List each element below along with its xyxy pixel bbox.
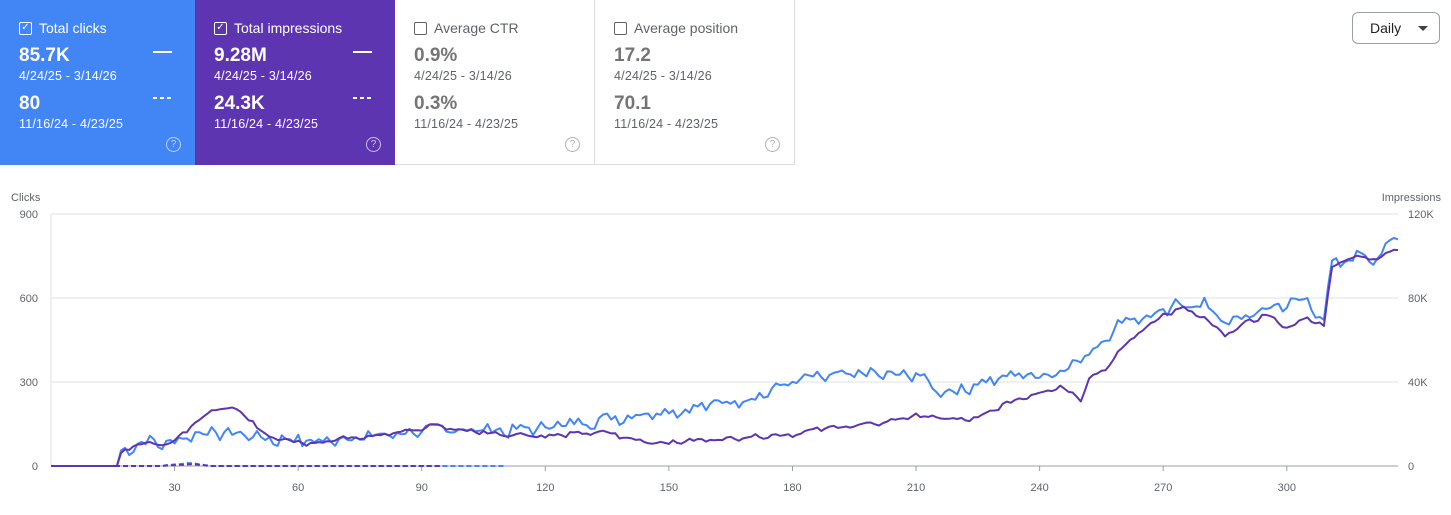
series-line-clicks_previous xyxy=(51,462,505,467)
average-ctr-card[interactable]: Average CTR 0.9% 4/24/25 - 3/14/26 0.3% … xyxy=(395,0,595,165)
total-impressions-previous-range: 11/16/24 - 4/23/25 xyxy=(214,117,319,131)
chart-ticks: 0 300 600 900 0 40K 80K 120K 30 60 90 120 150 180 210 2… xyxy=(20,209,1435,494)
chart-grid xyxy=(50,213,1398,467)
y-right-tick-label: 0 xyxy=(1408,461,1414,473)
average-position-current-value: 17.2 xyxy=(614,45,651,66)
y-left-tick-label: 0 xyxy=(32,461,38,473)
total-impressions-card[interactable]: ✓ Total impressions 9.28M 4/24/25 - 3/14… xyxy=(195,0,395,165)
check-icon: ✓ xyxy=(21,22,30,33)
average-ctr-label: Average CTR xyxy=(434,20,519,36)
average-position-label: Average position xyxy=(634,20,739,36)
average-position-previous-value: 70.1 xyxy=(614,93,651,114)
granularity-selected-value: Daily xyxy=(1370,20,1402,36)
x-tick-label: 270 xyxy=(1154,482,1172,494)
total-impressions-current-range: 4/24/25 - 3/14/26 xyxy=(214,69,312,83)
check-icon: ✓ xyxy=(216,22,225,33)
x-tick-label: 240 xyxy=(1030,482,1048,494)
dashed-line-legend-icon xyxy=(353,97,372,99)
y-right-tick-label: 80K xyxy=(1408,293,1428,305)
y-right-tick-label: 40K xyxy=(1408,377,1428,389)
total-clicks-previous-value: 80 xyxy=(19,93,41,114)
total-clicks-checkbox[interactable]: ✓ xyxy=(19,21,32,35)
total-clicks-header: ✓ Total clicks xyxy=(19,19,195,37)
x-tick-label: 300 xyxy=(1278,482,1296,494)
average-position-card[interactable]: Average position 17.2 4/24/25 - 3/14/26 … xyxy=(595,0,795,165)
total-clicks-label: Total clicks xyxy=(39,20,107,36)
average-ctr-checkbox[interactable] xyxy=(414,21,427,35)
total-impressions-checkbox[interactable]: ✓ xyxy=(214,21,227,35)
help-icon[interactable]: ? xyxy=(765,137,780,152)
series-line-impressions_current xyxy=(51,248,1399,467)
help-icon[interactable]: ? xyxy=(565,137,580,152)
x-tick-label: 120 xyxy=(536,482,554,494)
x-tick-label: 150 xyxy=(660,482,678,494)
average-position-previous-range: 11/16/24 - 4/23/25 xyxy=(614,117,719,131)
average-position-current-range: 4/24/25 - 3/14/26 xyxy=(614,69,712,83)
x-tick-label: 30 xyxy=(168,482,180,494)
average-ctr-previous-range: 11/16/24 - 4/23/25 xyxy=(414,117,519,131)
y-left-tick-label: 600 xyxy=(20,293,38,305)
average-ctr-current-value: 0.9% xyxy=(414,45,458,66)
y-axis-right-title: Impressions xyxy=(1382,192,1442,204)
help-icon[interactable]: ? xyxy=(366,137,381,152)
granularity-dropdown[interactable]: Daily xyxy=(1352,12,1440,44)
average-ctr-previous-value: 0.3% xyxy=(414,93,458,114)
x-tick-label: 60 xyxy=(292,482,304,494)
x-tick-label: 90 xyxy=(416,482,428,494)
x-tick-label: 210 xyxy=(907,482,925,494)
total-clicks-current-value: 85.7K xyxy=(19,45,70,66)
series-line-clicks_current xyxy=(51,236,1399,467)
y-axis-left-title: Clicks xyxy=(11,192,41,204)
total-clicks-card[interactable]: ✓ Total clicks 85.7K 4/24/25 - 3/14/26 8… xyxy=(0,0,195,165)
y-left-tick-label: 300 xyxy=(20,377,38,389)
total-impressions-label: Total impressions xyxy=(234,20,343,36)
average-ctr-header: Average CTR xyxy=(414,19,594,37)
y-right-tick-label: 120K xyxy=(1408,209,1434,221)
series-line-impressions_previous xyxy=(51,463,443,467)
total-impressions-current-value: 9.28M xyxy=(214,45,267,66)
solid-line-legend-icon xyxy=(153,51,172,53)
average-ctr-current-range: 4/24/25 - 3/14/26 xyxy=(414,69,512,83)
chart-lines xyxy=(51,236,1399,467)
total-clicks-current-range: 4/24/25 - 3/14/26 xyxy=(19,69,117,83)
x-tick-label: 180 xyxy=(783,482,801,494)
dashed-line-legend-icon xyxy=(153,97,172,99)
dropdown-arrow-icon xyxy=(1418,26,1428,31)
total-clicks-previous-range: 11/16/24 - 4/23/25 xyxy=(19,117,124,131)
y-left-tick-label: 900 xyxy=(20,209,38,221)
average-position-checkbox[interactable] xyxy=(614,21,627,35)
total-impressions-header: ✓ Total impressions xyxy=(214,19,395,37)
solid-line-legend-icon xyxy=(353,51,372,53)
help-icon[interactable]: ? xyxy=(166,137,181,152)
total-impressions-previous-value: 24.3K xyxy=(214,93,265,114)
average-position-header: Average position xyxy=(614,19,794,37)
